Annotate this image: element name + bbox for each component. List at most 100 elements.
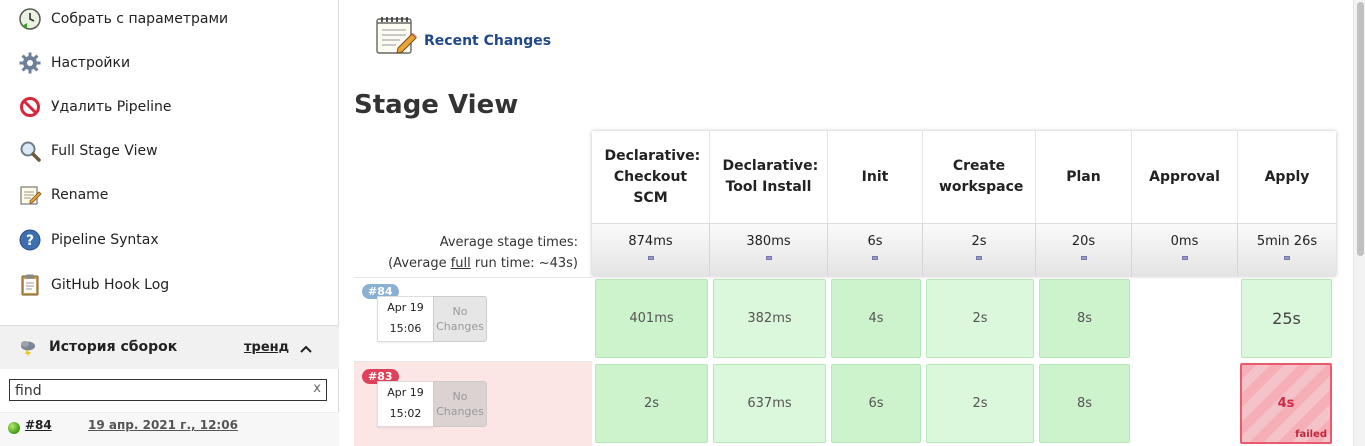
stage-cell-success[interactable]: 4s <box>831 279 921 358</box>
stage-cell-success[interactable]: 25s <box>1241 279 1332 358</box>
average-stage-times-label: Average stage times: (Average full run t… <box>356 232 578 274</box>
avg-bar <box>1080 256 1087 260</box>
run-changes[interactable]: No Changes <box>433 381 487 427</box>
sidebar-item-settings[interactable]: Настройки <box>18 49 130 77</box>
full-run-time-link[interactable]: full <box>450 256 471 271</box>
run-badge[interactable]: #83 <box>362 369 399 384</box>
failed-label: failed <box>1295 429 1327 440</box>
stage-name: Declarative: Tool Install <box>722 158 819 195</box>
run-time: 15:02 <box>389 407 422 420</box>
stage-name: Init <box>861 168 889 185</box>
sidebar-item-label: Full Stage View <box>51 143 158 159</box>
stage-cell-success[interactable]: 2s <box>595 364 708 443</box>
stage-cell-success[interactable]: 6s <box>831 364 921 443</box>
stage-header: Declarative: Tool Install <box>710 131 828 223</box>
svg-text:?: ? <box>26 233 34 249</box>
avg-prefix: (Average <box>388 256 451 271</box>
recent-changes-link[interactable]: Recent Changes <box>374 14 551 62</box>
trend-link[interactable]: тренд <box>244 340 290 355</box>
stage-avg-time: 20s <box>1036 223 1132 276</box>
avg-suffix: run time: ~43s) <box>470 256 578 271</box>
stage-cell-success[interactable]: 382ms <box>713 279 826 358</box>
chevron-up-icon[interactable] <box>299 341 313 360</box>
avg-label-line1: Average stage times: <box>439 235 578 250</box>
stage-cell-success[interactable]: 8s <box>1039 279 1130 358</box>
clock-build-icon <box>18 7 42 31</box>
sidebar-item-full-stage-view[interactable]: Full Stage View <box>18 137 158 165</box>
stage-name: Plan <box>1066 168 1101 185</box>
stage-avg-time: 380ms <box>710 223 828 276</box>
stage-cell-empty <box>1135 364 1236 443</box>
avg-bar <box>976 256 982 260</box>
sidebar-item-build-with-params[interactable]: Собрать с параметрами <box>18 5 228 33</box>
run-date: Apr 19 <box>387 301 424 314</box>
clear-find-button[interactable]: x <box>313 381 321 396</box>
stage-cell-success[interactable]: 637ms <box>713 364 826 443</box>
sidebar-item-rename[interactable]: Rename <box>18 181 108 209</box>
vertical-scrollbar[interactable] <box>1353 0 1365 446</box>
scrollbar-thumb[interactable] <box>1357 2 1364 256</box>
stage-name: Apply <box>1264 168 1310 185</box>
run-date-card: Apr 19 15:02 <box>377 381 434 427</box>
find-box: x <box>9 379 327 401</box>
sidebar-item-label: Собрать с параметрами <box>51 11 229 27</box>
build-history-header: История сборок тренд <box>0 325 339 369</box>
stage-cell-failed[interactable]: 4s failed <box>1240 363 1332 444</box>
no-entry-icon <box>18 95 42 119</box>
avg-value: 380ms <box>746 234 791 249</box>
stage-cell-duration: 4s <box>1277 396 1295 411</box>
sidebar-item-github-hook-log[interactable]: GitHub Hook Log <box>18 271 169 299</box>
stage-avg-time: 0ms <box>1132 223 1238 276</box>
run-date: Apr 19 <box>387 386 424 399</box>
sidebar-item-label: Настройки <box>51 55 131 71</box>
help-icon: ? <box>18 228 42 252</box>
stage-cell-empty <box>1135 279 1236 358</box>
success-status-icon <box>8 422 20 434</box>
sidebar-item-label: Удалить Pipeline <box>51 99 172 115</box>
sidebar-item-label: GitHub Hook Log <box>51 277 170 293</box>
avg-value: 2s <box>971 234 987 249</box>
run-changes[interactable]: No Changes <box>433 296 487 342</box>
build-number-link[interactable]: #84 <box>25 418 52 432</box>
sidebar-item-label: Pipeline Syntax <box>51 232 159 248</box>
gear-icon <box>18 51 42 75</box>
stage-cell-success[interactable]: 8s <box>1039 364 1130 443</box>
build-date-link[interactable]: 19 апр. 2021 г., 12:06 <box>88 418 238 432</box>
avg-bar <box>765 256 772 260</box>
build-history-row[interactable]: #84 19 апр. 2021 г., 12:06 <box>0 412 339 446</box>
notepad-pencil-icon <box>374 14 418 62</box>
avg-bar <box>1181 256 1188 260</box>
clipboard-icon <box>18 273 42 297</box>
stage-avg-time: 874ms <box>592 223 710 276</box>
stage-cell-success[interactable]: 401ms <box>595 279 708 358</box>
stage-cell-success[interactable]: 2s <box>926 279 1034 358</box>
avg-label-line2: (Average full run time: ~43s) <box>356 253 578 274</box>
build-history-title: История сборок <box>49 339 178 355</box>
page-title: Stage View <box>354 90 519 120</box>
avg-value: 5min 26s <box>1256 234 1318 249</box>
stage-header: Plan <box>1036 131 1132 223</box>
stage-header: Declarative: Checkout SCM <box>592 131 710 223</box>
avg-value: 20s <box>1071 234 1096 249</box>
stage-cell-success[interactable]: 2s <box>926 364 1034 443</box>
sidebar-item-delete-pipeline[interactable]: Удалить Pipeline <box>18 93 171 121</box>
stage-name: Create workspace <box>939 158 1024 195</box>
stage-header: Apply <box>1238 131 1336 223</box>
avg-value: 6s <box>867 234 883 249</box>
notepad-icon <box>18 183 42 207</box>
weather-storm-icon <box>18 338 38 362</box>
sidebar-item-pipeline-syntax[interactable]: ? Pipeline Syntax <box>18 226 159 254</box>
run-badge[interactable]: #84 <box>362 284 399 299</box>
sidebar-item-label: Rename <box>51 187 109 203</box>
stage-header: Create workspace <box>923 131 1036 223</box>
recent-changes-label: Recent Changes <box>424 33 552 49</box>
stage-avg-time: 6s <box>828 223 923 276</box>
stage-name: Approval <box>1149 168 1220 185</box>
stage-name: Declarative: Checkout SCM <box>604 147 701 206</box>
find-input[interactable] <box>10 381 300 401</box>
avg-bar <box>1284 256 1290 260</box>
sidebar: Собрать с параметрами Настройки Удалить … <box>0 0 339 446</box>
avg-bar <box>872 256 878 260</box>
run-date-card: Apr 19 15:06 <box>377 296 434 342</box>
stage-avg-time: 2s <box>923 223 1036 276</box>
